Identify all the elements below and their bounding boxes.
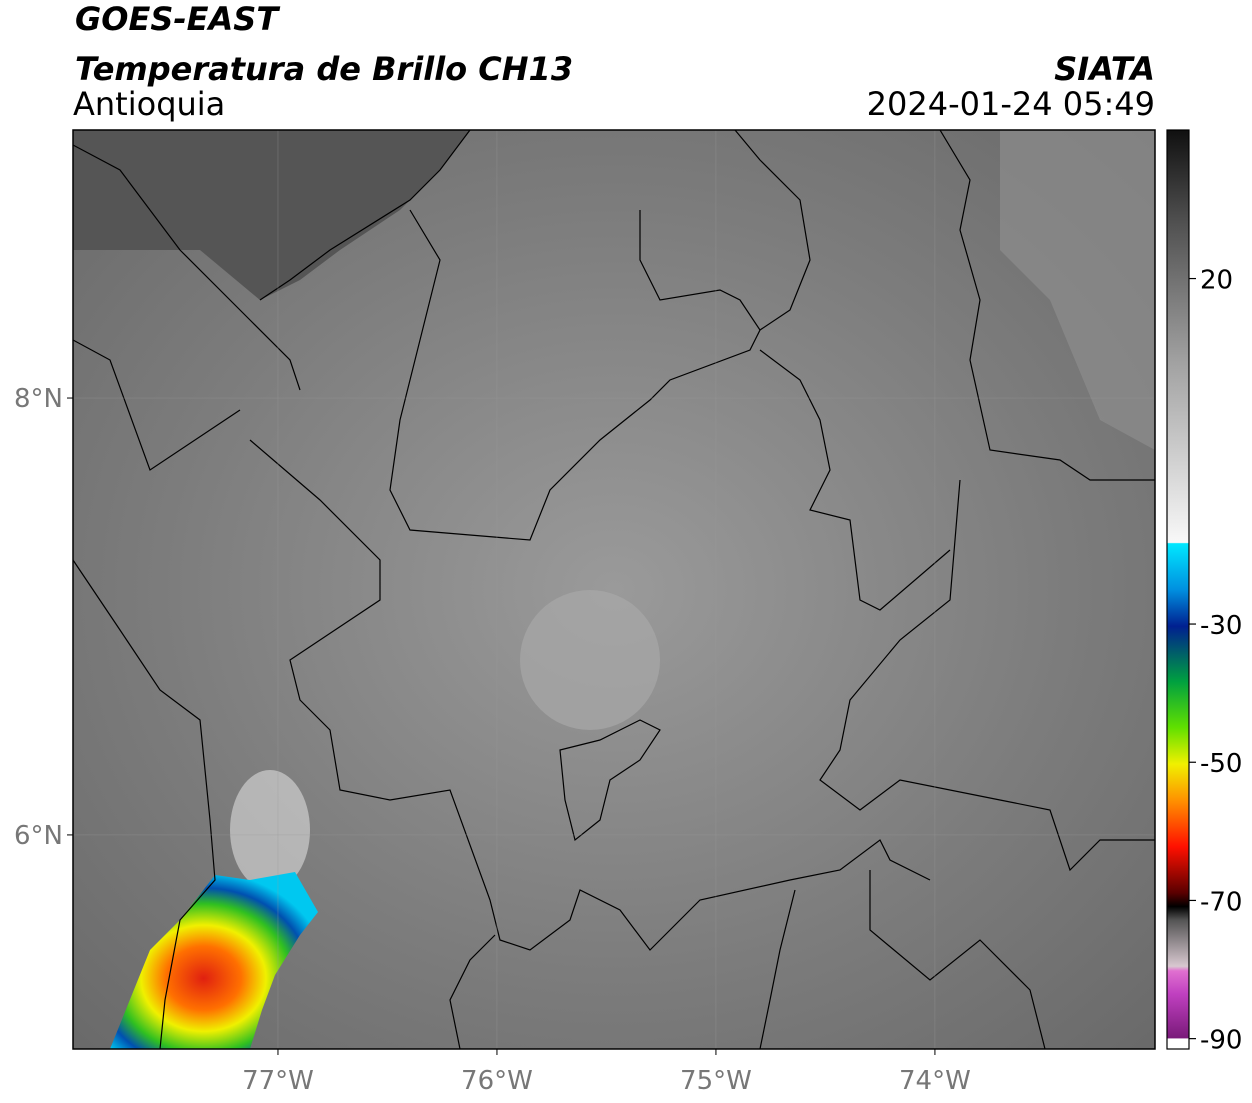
x-tick-label: 74°W (899, 1066, 971, 1096)
map-image (73, 130, 1155, 1049)
cloud-field (520, 590, 660, 730)
x-tick-label: 77°W (242, 1066, 314, 1096)
graticule (73, 130, 1155, 1049)
source-label: SIATA (1054, 50, 1155, 88)
colorbar-tick-label: -50 (1200, 749, 1242, 779)
cloud-field (230, 770, 310, 890)
x-tick-label: 76°W (461, 1066, 533, 1096)
boundaries (73, 130, 1155, 1049)
map-frame (72, 129, 1156, 1050)
convective-cloud (110, 872, 318, 1049)
satellite-title: GOES-EAST (75, 0, 280, 38)
colorbar (1166, 129, 1190, 1050)
datetime-label: 2024-01-24 05:49 (867, 85, 1155, 123)
cloud-field (1000, 130, 1155, 450)
colorbar-tick-label: -30 (1200, 611, 1242, 641)
y-tick-label: 6°N (14, 821, 63, 851)
region-label: Antioquia (73, 85, 225, 123)
sea-region (73, 130, 470, 300)
colorbar-tick-label: 20 (1200, 266, 1233, 296)
colorbar-tick-label: -90 (1200, 1026, 1242, 1056)
x-tick-label: 75°W (680, 1066, 752, 1096)
y-tick-label: 8°N (14, 384, 63, 414)
product-title: Temperatura de Brillo CH13 (75, 50, 573, 88)
colorbar-tick-label: -70 (1200, 887, 1242, 917)
